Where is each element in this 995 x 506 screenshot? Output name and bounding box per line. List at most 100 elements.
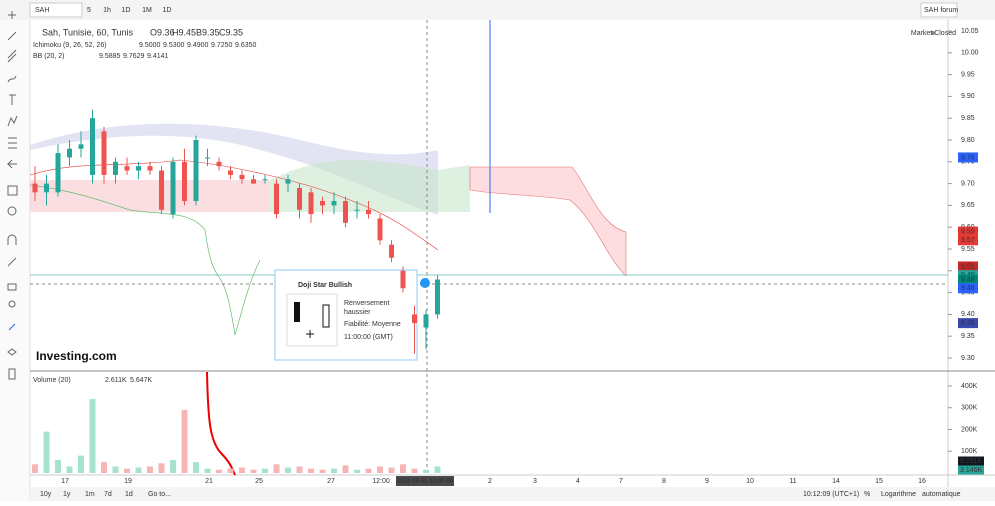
volume-tick-label: 300K — [961, 405, 978, 412]
lock-tool[interactable] — [7, 283, 17, 291]
line-tool[interactable] — [7, 31, 17, 41]
volume-bar — [365, 468, 372, 473]
cross-tool[interactable] — [8, 11, 16, 19]
price-tick-label: 9.80 — [961, 137, 975, 144]
kijun-line — [29, 159, 439, 251]
volume-bar — [193, 462, 199, 473]
candle-body — [90, 118, 95, 175]
arrow-tool[interactable] — [6, 159, 17, 169]
candle-body — [285, 179, 291, 184]
price-label-bg — [958, 226, 978, 237]
price-label-bg — [958, 152, 978, 163]
range-button[interactable]: 10y — [40, 491, 52, 498]
eye-tool[interactable] — [8, 300, 16, 308]
range-button[interactable]: 7d — [104, 491, 112, 498]
percent-toggle[interactable]: % — [864, 491, 870, 498]
trash-tool[interactable] — [8, 368, 16, 380]
candle-body — [308, 192, 314, 215]
volume-value: 2.611K — [105, 377, 127, 384]
volume-label-bg — [958, 456, 984, 466]
price-tick-label: 9.65 — [961, 202, 975, 209]
fib-tool[interactable] — [8, 137, 17, 149]
candle-body — [67, 148, 72, 158]
x-label: 19 — [124, 478, 132, 485]
x-label-highlight — [396, 476, 454, 486]
pencil-tool[interactable] — [7, 257, 17, 267]
range-button[interactable]: 1d — [125, 491, 133, 498]
measure-tool[interactable] — [7, 185, 18, 196]
layers-tool[interactable] — [7, 348, 17, 356]
price-label: 9.48 — [961, 276, 975, 283]
symbol-box[interactable] — [29, 2, 83, 18]
x-label: 15 — [875, 478, 883, 485]
popup-line: 11:00:00 (GMT) — [344, 334, 393, 341]
ichimoku-cloud-future — [469, 166, 627, 277]
price-label-bg — [958, 283, 978, 294]
channel-tool[interactable] — [7, 49, 17, 63]
volume-bar — [400, 464, 406, 473]
candle-body — [216, 161, 222, 167]
price-axis — [948, 20, 995, 501]
volume-bar — [388, 467, 395, 473]
volume-bar — [181, 409, 188, 473]
x-label: 17 — [61, 478, 69, 485]
bottom-bar — [30, 487, 995, 501]
ichimoku-value: 9.4900 — [187, 42, 209, 49]
bb-label: BB (20, 2) — [33, 53, 65, 60]
candle-body — [124, 166, 130, 171]
candle-body — [78, 144, 84, 149]
interval: 1D — [122, 7, 131, 14]
volume-bar — [239, 467, 245, 473]
popup-line: Fiabilité: Moyenne — [344, 321, 401, 328]
zoom-tool[interactable] — [7, 206, 17, 216]
ohlc: C9.35 — [219, 27, 243, 37]
range-button[interactable]: 1y — [63, 491, 71, 498]
interval: 5 — [87, 7, 91, 14]
candle-body — [331, 201, 337, 206]
candle-body — [343, 201, 348, 223]
volume-bar — [204, 468, 211, 473]
x-label: 2 — [488, 478, 492, 485]
candle-body — [228, 170, 233, 175]
clock: 10:12:09 (UTC+1) — [803, 491, 859, 498]
link-tool[interactable] — [8, 323, 16, 331]
candle-body — [297, 187, 302, 210]
volume-bar — [66, 466, 73, 473]
range-button[interactable]: Go to... — [148, 491, 171, 498]
price-tick-label: 10.05 — [961, 28, 979, 35]
price-label-bg — [958, 235, 978, 246]
auto-toggle[interactable]: automatique — [922, 491, 961, 498]
ichimoku-label: Ichimoku (9, 26, 52, 26) — [33, 42, 107, 49]
candle-body — [320, 201, 325, 206]
forum[interactable]: SAH forum — [924, 7, 958, 14]
volume-legend: Volume (20) — [33, 377, 71, 384]
x-label: 11 — [789, 478, 796, 485]
volume-tick-label: 100K — [961, 448, 978, 455]
price-label: 9.76 — [961, 154, 975, 161]
pattern-tool[interactable] — [7, 115, 18, 127]
popup-candle-white — [322, 304, 330, 328]
volume-bar — [78, 455, 84, 473]
top-toolbar — [0, 0, 995, 20]
volume-bar — [319, 469, 326, 473]
volume-label: 5.781K — [960, 458, 983, 465]
bb-value: 9.7629 — [123, 53, 145, 60]
volume-bar — [43, 431, 50, 473]
pattern-marker[interactable] — [420, 278, 430, 288]
x-label: 16 — [918, 478, 926, 485]
log-toggle[interactable]: Logarithme — [881, 491, 916, 498]
candle-body — [251, 179, 256, 184]
volume-bar — [89, 399, 96, 473]
range-button[interactable]: 1m — [85, 491, 95, 498]
x-label: 21 — [205, 478, 213, 485]
interval: 1D — [163, 7, 172, 14]
volume-bar — [124, 468, 130, 473]
price-tick-label: 9.85 — [961, 115, 975, 122]
brush-tool[interactable] — [7, 75, 17, 83]
x-label: 8 — [662, 478, 666, 485]
magnet-tool[interactable] — [7, 234, 17, 245]
price-label: 9.59 — [961, 228, 975, 235]
text-tool[interactable] — [9, 94, 16, 105]
symbol[interactable]: SAH — [35, 7, 49, 14]
